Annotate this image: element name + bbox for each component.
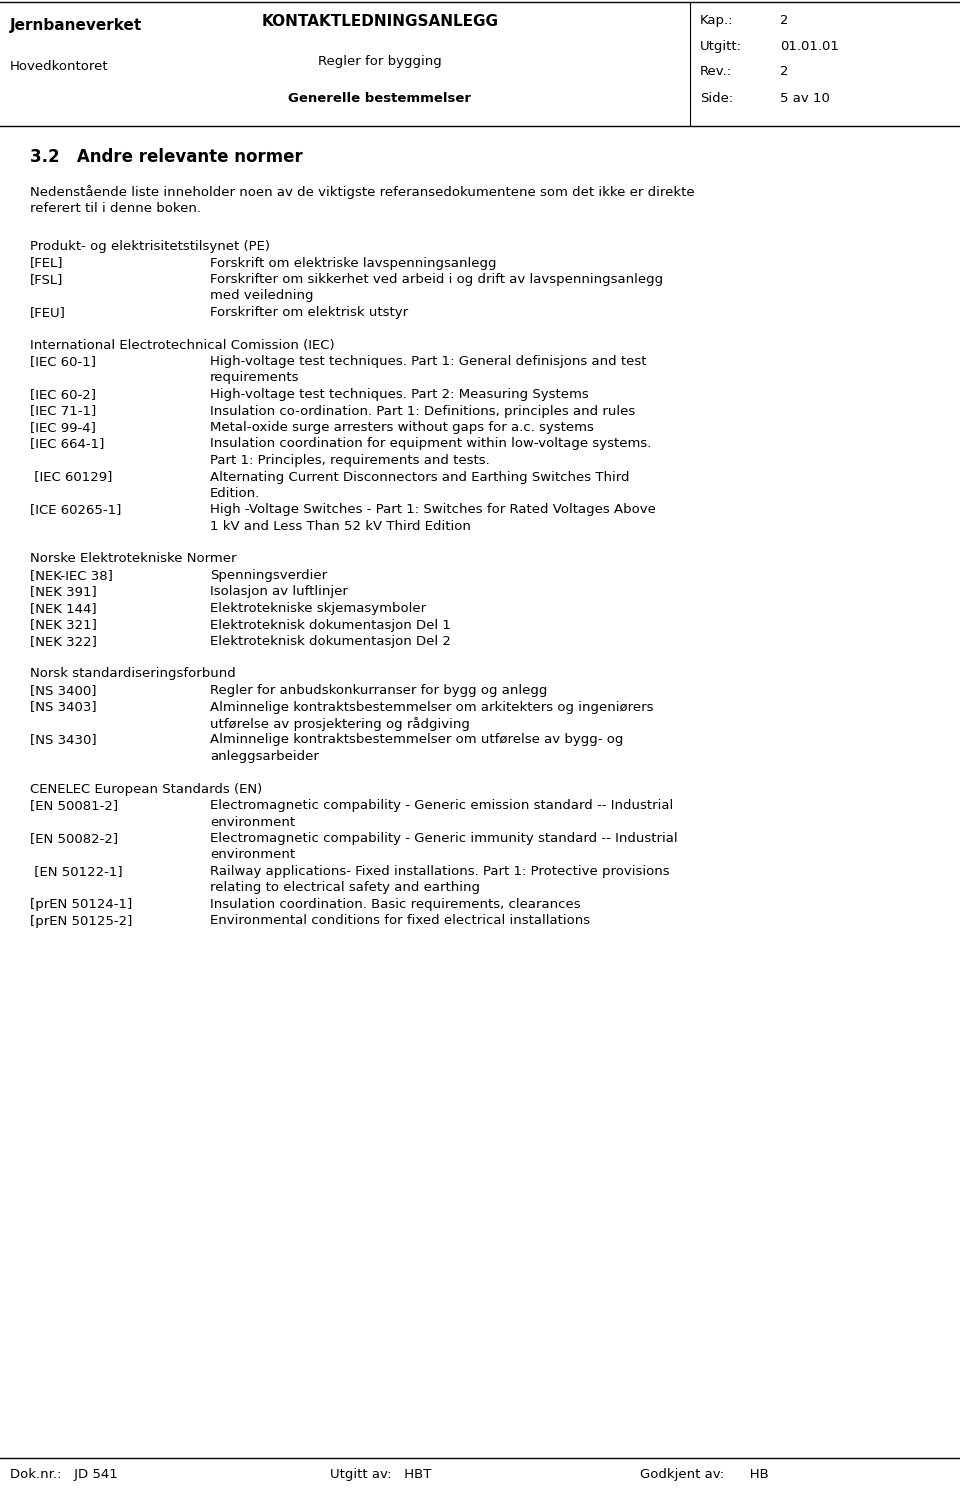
Text: 5 av 10: 5 av 10 (780, 93, 829, 105)
Text: Insulation coordination. Basic requirements, clearances: Insulation coordination. Basic requireme… (210, 898, 581, 910)
Text: [IEC 71-1]: [IEC 71-1] (30, 405, 96, 417)
Text: Nedenstående liste inneholder noen av de viktigste referansedokumentene som det : Nedenstående liste inneholder noen av de… (30, 185, 695, 199)
Text: Godkjent av:      HB: Godkjent av: HB (640, 1468, 769, 1482)
Text: Forskrift om elektriske lavspenningsanlegg: Forskrift om elektriske lavspenningsanle… (210, 257, 496, 269)
Text: Part 1: Principles, requirements and tests.: Part 1: Principles, requirements and tes… (210, 454, 490, 466)
Text: [prEN 50124-1]: [prEN 50124-1] (30, 898, 132, 910)
Text: [IEC 664-1]: [IEC 664-1] (30, 438, 105, 450)
Text: Edition.: Edition. (210, 487, 260, 499)
Text: Dok.nr.:   JD 541: Dok.nr.: JD 541 (10, 1468, 118, 1482)
Text: Utgitt av:   HBT: Utgitt av: HBT (330, 1468, 431, 1482)
Text: Spenningsverdier: Spenningsverdier (210, 570, 327, 582)
Text: environment: environment (210, 849, 295, 861)
Text: Norske Elektrotekniske Normer: Norske Elektrotekniske Normer (30, 553, 236, 565)
Text: [EN 50082-2]: [EN 50082-2] (30, 833, 118, 845)
Text: 3.2   Andre relevante normer: 3.2 Andre relevante normer (30, 148, 302, 166)
Text: Metal-oxide surge arresters without gaps for a.c. systems: Metal-oxide surge arresters without gaps… (210, 422, 594, 434)
Text: environment: environment (210, 815, 295, 828)
Text: Insulation coordination for equipment within low-voltage systems.: Insulation coordination for equipment wi… (210, 438, 652, 450)
Text: [NEK 144]: [NEK 144] (30, 602, 97, 614)
Text: High-voltage test techniques. Part 2: Measuring Systems: High-voltage test techniques. Part 2: Me… (210, 389, 588, 401)
Text: Rev.:: Rev.: (700, 64, 732, 78)
Text: anleggsarbeider: anleggsarbeider (210, 750, 319, 762)
Text: Utgitt:: Utgitt: (700, 40, 742, 52)
Text: Insulation co-ordination. Part 1: Definitions, principles and rules: Insulation co-ordination. Part 1: Defini… (210, 405, 636, 417)
Text: Forskrifter om elektrisk utstyr: Forskrifter om elektrisk utstyr (210, 306, 408, 318)
Text: [NEK 322]: [NEK 322] (30, 635, 97, 647)
Text: KONTAKTLEDNINGSANLEGG: KONTAKTLEDNINGSANLEGG (261, 13, 498, 28)
Text: Alminnelige kontraktsbestemmelser om utførelse av bygg- og: Alminnelige kontraktsbestemmelser om utf… (210, 734, 623, 746)
Text: Electromagnetic compability - Generic emission standard -- Industrial: Electromagnetic compability - Generic em… (210, 798, 673, 812)
Text: [IEC 60-1]: [IEC 60-1] (30, 354, 96, 368)
Text: Environmental conditions for fixed electrical installations: Environmental conditions for fixed elect… (210, 915, 590, 927)
Text: Jernbaneverket: Jernbaneverket (10, 18, 142, 33)
Text: CENELEC European Standards (EN): CENELEC European Standards (EN) (30, 782, 262, 795)
Text: Elektroteknisk dokumentasjon Del 1: Elektroteknisk dokumentasjon Del 1 (210, 619, 451, 631)
Text: Side:: Side: (700, 93, 733, 105)
Text: Railway applications- Fixed installations. Part 1: Protective provisions: Railway applications- Fixed installation… (210, 866, 670, 878)
Text: 01.01.01: 01.01.01 (780, 40, 839, 52)
Text: [ICE 60265-1]: [ICE 60265-1] (30, 504, 121, 516)
Text: [prEN 50125-2]: [prEN 50125-2] (30, 915, 132, 927)
Text: Alternating Current Disconnectors and Earthing Switches Third: Alternating Current Disconnectors and Ea… (210, 471, 630, 483)
Text: High-voltage test techniques. Part 1: General definisjons and test: High-voltage test techniques. Part 1: Ge… (210, 354, 646, 368)
Text: [NEK 321]: [NEK 321] (30, 619, 97, 631)
Text: [NEK 391]: [NEK 391] (30, 586, 97, 598)
Text: requirements: requirements (210, 371, 300, 384)
Text: med veiledning: med veiledning (210, 290, 314, 302)
Text: [NS 3403]: [NS 3403] (30, 701, 97, 713)
Text: 1 kV and Less Than 52 kV Third Edition: 1 kV and Less Than 52 kV Third Edition (210, 520, 470, 534)
Text: Generelle bestemmelser: Generelle bestemmelser (289, 93, 471, 105)
Text: [NS 3430]: [NS 3430] (30, 734, 97, 746)
Text: relating to electrical safety and earthing: relating to electrical safety and earthi… (210, 882, 480, 894)
Text: [FSL]: [FSL] (30, 274, 63, 286)
Text: Forskrifter om sikkerhet ved arbeid i og drift av lavspenningsanlegg: Forskrifter om sikkerhet ved arbeid i og… (210, 274, 663, 286)
Text: [FEU]: [FEU] (30, 306, 66, 318)
Text: [IEC 60-2]: [IEC 60-2] (30, 389, 96, 401)
Text: [EN 50081-2]: [EN 50081-2] (30, 798, 118, 812)
Text: Produkt- og elektrisitetstilsynet (PE): Produkt- og elektrisitetstilsynet (PE) (30, 241, 270, 253)
Text: Isolasjon av luftlinjer: Isolasjon av luftlinjer (210, 586, 348, 598)
Text: Elektrotekniske skjemasymboler: Elektrotekniske skjemasymboler (210, 602, 426, 614)
Text: Regler for anbudskonkurranser for bygg og anlegg: Regler for anbudskonkurranser for bygg o… (210, 685, 547, 697)
Text: [FEL]: [FEL] (30, 257, 63, 269)
Text: Alminnelige kontraktsbestemmelser om arkitekters og ingeniørers: Alminnelige kontraktsbestemmelser om ark… (210, 701, 654, 713)
Text: Kap.:: Kap.: (700, 13, 733, 27)
Text: [EN 50122-1]: [EN 50122-1] (30, 866, 123, 878)
Text: [NEK-IEC 38]: [NEK-IEC 38] (30, 570, 113, 582)
Text: Norsk standardiseringsforbund: Norsk standardiseringsforbund (30, 667, 236, 680)
Text: utførelse av prosjektering og rådgiving: utførelse av prosjektering og rådgiving (210, 718, 469, 731)
Text: referert til i denne boken.: referert til i denne boken. (30, 202, 201, 214)
Text: Regler for bygging: Regler for bygging (318, 55, 442, 67)
Text: High -Voltage Switches - Part 1: Switches for Rated Voltages Above: High -Voltage Switches - Part 1: Switche… (210, 504, 656, 516)
Text: International Electrotechnical Comission (IEC): International Electrotechnical Comission… (30, 338, 335, 351)
Text: [IEC 99-4]: [IEC 99-4] (30, 422, 96, 434)
Text: Elektroteknisk dokumentasjon Del 2: Elektroteknisk dokumentasjon Del 2 (210, 635, 451, 647)
Text: [NS 3400]: [NS 3400] (30, 685, 97, 697)
Text: 2: 2 (780, 64, 788, 78)
Text: Hovedkontoret: Hovedkontoret (10, 60, 108, 73)
Text: [IEC 60129]: [IEC 60129] (30, 471, 112, 483)
Text: Electromagnetic compability - Generic immunity standard -- Industrial: Electromagnetic compability - Generic im… (210, 833, 678, 845)
Text: 2: 2 (780, 13, 788, 27)
